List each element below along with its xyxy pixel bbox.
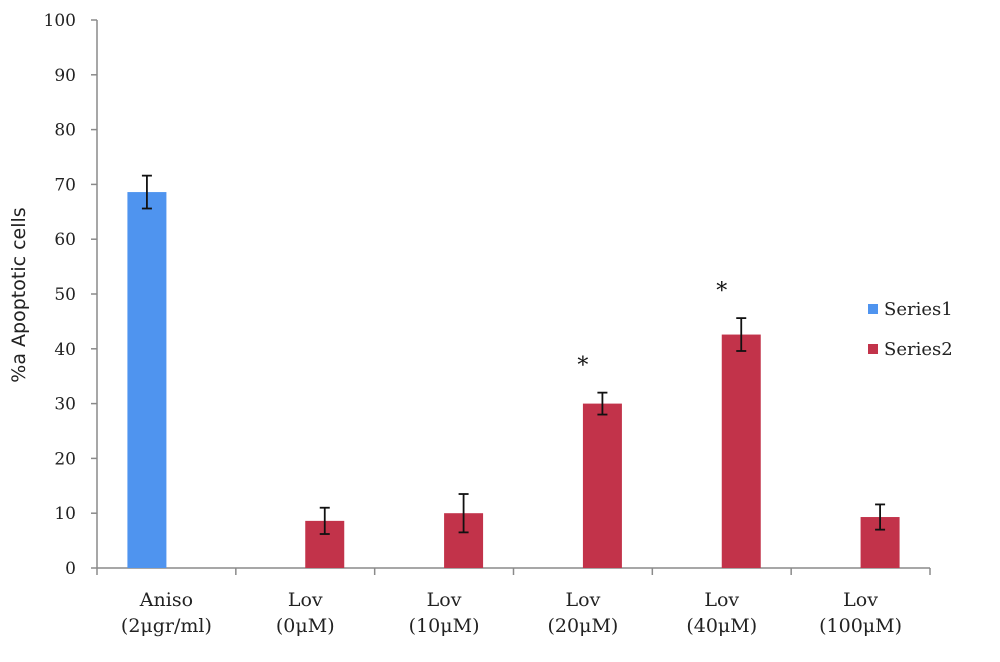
x-tick-label: Lov (10μM) [409,589,480,637]
significance-asterisk: * [577,354,588,379]
bar-series2 [582,403,622,568]
error-bar [458,493,469,534]
legend: Series1 Series2 [868,299,953,360]
x-tick-label: Aniso (2μgr/ml) [121,589,212,637]
error-bar [141,174,152,210]
error-bar [736,317,747,352]
y-tick-label: 90 [54,66,76,86]
y-tick-label: 20 [54,449,76,469]
plot-area: 0 10 20 30 40 50 60 70 80 90 100 Aniso (2μgr/ml) Lov(… [44,11,931,637]
error-bar [875,503,886,531]
significance-asterisk: * [716,279,727,304]
y-tick-label: 60 [54,230,76,250]
y-tick-label: 10 [54,504,76,524]
y-tick-label: 0 [65,559,76,579]
y-tick-label: 100 [44,11,76,31]
legend-label: Series1 [884,299,953,320]
bar-series1 [127,192,167,568]
y-axis-title: %a Apoptotic cells [8,207,30,382]
x-tick-label: Lov (40μM) [686,589,757,637]
y-tick-label: 80 [54,121,76,141]
legend-swatch [868,304,878,314]
error-bar [597,391,608,416]
y-tick-label: 70 [54,175,76,195]
legend-label: Series2 [884,339,953,360]
y-tick-label: 30 [54,395,76,415]
legend-item: Series2 [868,339,953,360]
legend-swatch [868,344,878,354]
y-tick-label: 50 [54,285,76,305]
x-tick-label: Lov (0μM) [276,589,335,637]
legend-item: Series1 [868,299,953,320]
bar-series2 [721,334,761,568]
error-bar [319,506,330,535]
x-tick-label: Lov (100μM) [819,589,902,637]
y-tick-label: 40 [54,340,76,360]
x-tick-label: Lov (20μM) [548,589,619,637]
